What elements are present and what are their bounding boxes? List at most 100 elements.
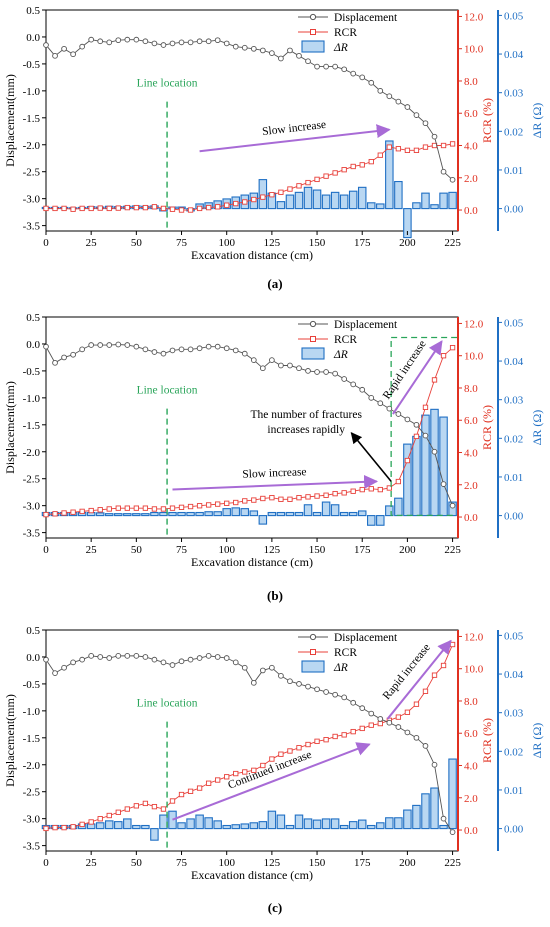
rcr-point: [341, 732, 347, 738]
rcr-point: [350, 728, 356, 735]
rcr-point: [160, 506, 167, 512]
displacement-point: [169, 40, 176, 47]
rcr-point: [368, 158, 374, 165]
displacement-point: [214, 654, 221, 660]
y-left-axis-label: Displacement(mm): [3, 694, 17, 787]
displacement-point: [413, 734, 420, 741]
y-left-tick-label: -3.0: [23, 501, 41, 513]
rcr-point: [169, 505, 176, 511]
y-left-tick-label: 0.0: [26, 339, 40, 351]
dr-bar: [104, 820, 114, 830]
rcr-point: [196, 785, 203, 791]
legend-displacement-marker: [309, 13, 317, 21]
panel-label: (a): [267, 276, 282, 291]
dr-axis-label: ΔR (Ω): [530, 103, 544, 139]
displacement-point: [314, 369, 320, 375]
displacement-point: [350, 70, 357, 77]
displacement-point: [395, 724, 402, 730]
fracture-annotation: The number of fractures increases rapidly: [250, 409, 362, 436]
x-tick-label: 75: [176, 544, 188, 556]
rcr-tick-label: 4.0: [464, 761, 478, 773]
rcr-point: [205, 502, 212, 508]
rcr-point: [359, 162, 365, 168]
displacement-point: [232, 347, 239, 354]
y-left-tick-label: -2.5: [23, 787, 41, 799]
displacement-point: [259, 365, 266, 372]
displacement-point: [178, 39, 185, 46]
x-tick-label: 75: [176, 237, 188, 249]
dr-bar: [86, 823, 96, 830]
rcr-point: [314, 176, 320, 183]
dr-bar: [312, 819, 322, 830]
displacement-point: [269, 357, 275, 363]
displacement-point: [278, 362, 284, 369]
displacement-point: [350, 699, 357, 706]
legend-dr-label: ΔR: [333, 42, 348, 54]
displacement-point: [250, 679, 257, 686]
dr-bar: [448, 191, 457, 210]
y-left-tick-label: -0.5: [23, 59, 41, 71]
rcr-point: [142, 204, 149, 211]
legend-displacement-marker: [309, 633, 317, 641]
displacement-point: [52, 52, 58, 59]
y-left-tick-label: -3.0: [23, 194, 41, 206]
y-left-tick-label: -0.5: [23, 366, 41, 378]
rcr-point: [359, 725, 365, 732]
rcr-point: [133, 204, 140, 211]
rcr-point: [52, 511, 58, 517]
rcr-tick-label: 6.0: [464, 108, 478, 120]
dr-tick-label: 0.04: [504, 356, 524, 368]
x-tick-label: 125: [264, 237, 281, 249]
dr-bar: [357, 186, 367, 210]
rcr-point: [215, 204, 221, 210]
y-left-tick-label: -2.5: [23, 474, 41, 486]
displacement-point: [142, 38, 149, 45]
displacement-point: [395, 411, 402, 417]
legend-displacement-label: Displacement: [334, 319, 398, 331]
dr-bar: [339, 824, 349, 830]
dr-bar: [195, 814, 204, 830]
legend-dr-label: ΔR: [333, 349, 348, 361]
dr-bar: [168, 511, 177, 517]
rcr-point: [242, 769, 248, 775]
displacement-point: [386, 405, 393, 412]
dr-bar: [367, 202, 376, 210]
rcr-point: [422, 144, 429, 150]
displacement-point: [115, 341, 122, 348]
displacement-point: [88, 342, 95, 348]
rcr-point: [251, 497, 257, 503]
rcr-tick-label: 12.0: [464, 318, 484, 330]
legend-rcr-marker: [310, 29, 316, 35]
displacement-point: [88, 36, 95, 43]
rcr-point: [431, 672, 438, 678]
rcr-point: [79, 205, 85, 212]
rcr-point: [169, 798, 176, 804]
rcr-point: [133, 803, 140, 809]
rcr-point: [278, 496, 284, 502]
y-left-tick-label: -1.5: [23, 420, 41, 432]
dr-tick-label: 0.03: [504, 708, 524, 720]
rcr-point: [449, 141, 456, 147]
displacement-point: [43, 42, 49, 48]
displacement-point: [70, 659, 76, 666]
dr-tick-label: 0.05: [504, 630, 524, 642]
displacement-point: [115, 37, 122, 44]
rcr-point: [368, 486, 374, 492]
dr-bar: [312, 189, 322, 210]
fracture-arrow: [350, 432, 392, 482]
dr-bar: [222, 508, 231, 517]
rcr-point: [377, 152, 383, 158]
displacement-point: [440, 168, 447, 175]
displacement-point: [61, 664, 67, 671]
displacement-point: [386, 719, 393, 726]
rcr-point: [233, 770, 239, 777]
displacement-point: [395, 98, 402, 105]
rcr-point: [52, 824, 58, 831]
displacement-point: [332, 691, 338, 698]
displacement-point: [169, 347, 176, 354]
legend-displacement-marker: [309, 320, 317, 328]
rcr-point: [278, 751, 284, 757]
displacement-point: [287, 678, 293, 685]
displacement-point: [413, 421, 420, 428]
